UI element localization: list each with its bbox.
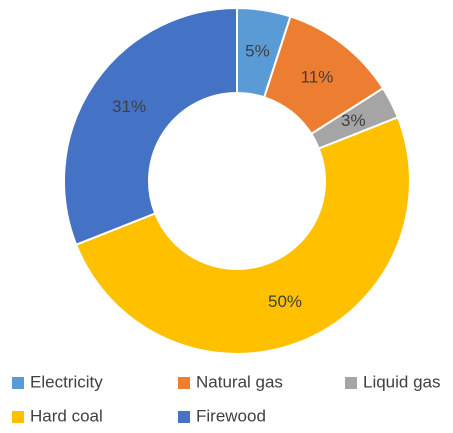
value-label: 5% (245, 42, 270, 61)
legend-label: Hard coal (30, 406, 103, 425)
legend-label: Electricity (30, 372, 103, 391)
value-label: 50% (268, 292, 302, 311)
legend-swatch (178, 411, 190, 423)
value-label: 3% (341, 111, 366, 130)
donut-slice (74, 116, 411, 355)
legend-swatch (12, 377, 24, 389)
legend-swatch (178, 377, 190, 389)
legend-label: Firewood (196, 406, 266, 425)
legend-swatch (345, 377, 357, 389)
legend-label: Liquid gas (363, 372, 441, 391)
donut-slice (63, 6, 238, 246)
legend-label: Natural gas (196, 372, 283, 391)
value-label: 11% (301, 67, 334, 86)
legend-swatch (12, 411, 24, 423)
value-label: 31% (112, 97, 146, 116)
